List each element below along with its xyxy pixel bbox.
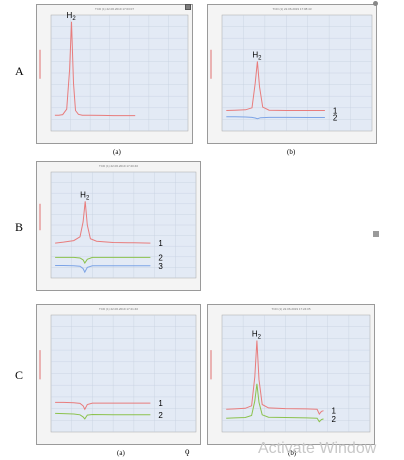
series-line-2 (55, 412, 151, 420)
stray-mark: ǫ (185, 446, 190, 456)
peak-label: H2 (67, 11, 77, 22)
series-line-2 (55, 256, 151, 264)
chart-b: TCD (1) 22.06.2019 17:20:40 1 2 3 H2 (36, 161, 201, 291)
chart-a-b: TCD (1) 22.06.2019 17:08:43 1 2 H2 (207, 4, 377, 144)
corner-icon (185, 4, 191, 10)
peak-label: H2 (80, 190, 90, 201)
series-line-3 (55, 265, 151, 274)
series-line-2 (226, 383, 324, 423)
chart-header: TCD (1) 22.06.2019 17:20:40 (98, 164, 139, 168)
chart-header: TCD (1) 22.06.2019 17:21:40 (98, 307, 139, 311)
series-label: 3 (158, 262, 163, 271)
caption-c-b: (b) (288, 449, 297, 457)
series-line-1 (226, 61, 325, 111)
peak-label-subscript: 2 (86, 195, 90, 201)
series-line-1 (54, 21, 136, 117)
row-label-c: C (15, 368, 24, 382)
chart-c-a-plot: 12 (39, 314, 197, 433)
marker-icon (373, 231, 379, 237)
peak-label-subscript: 2 (72, 16, 76, 22)
series-label: 1 (158, 239, 163, 248)
series-label: 2 (331, 415, 336, 424)
peak-label-subscript: 2 (258, 55, 262, 61)
series-line-1 (55, 401, 151, 411)
activation-watermark: Activate Window (258, 440, 377, 457)
series-label: 2 (158, 411, 163, 420)
series-label: 1 (333, 107, 338, 116)
series-line-1 (55, 201, 151, 244)
chart-header: TCD (1) 22.06.2019 17:03:07 (94, 7, 135, 11)
caption-a-b: (b) (287, 148, 296, 156)
caption-a-a: (a) (113, 148, 121, 156)
chart-a-a: TCD (1) 22.06.2019 17:03:07 H2 (36, 4, 193, 144)
peak-label-subscript: 2 (258, 334, 262, 340)
chart-header: TCD (1) 22.06.2019 17:08:43 (272, 7, 312, 11)
series-label: 2 (333, 113, 338, 122)
series-label: 1 (158, 399, 163, 408)
peak-label: H2 (252, 329, 262, 340)
peak-label: H2 (252, 50, 262, 61)
series-line-1 (226, 340, 324, 416)
row-label-a: A (15, 64, 24, 78)
caption-c-a: (a) (117, 449, 125, 457)
series-line-2 (226, 116, 325, 120)
corner-icon (373, 1, 378, 6)
series-label: 1 (331, 407, 336, 416)
chart-a-a-plot: H2 (39, 11, 189, 132)
chart-c-b: TCD (1) 22.06.2019 17:24:05 1 2 H2 (207, 304, 375, 445)
series-label: 2 (158, 253, 163, 262)
chart-header: TCD (1) 22.06.2019 17:24:05 (271, 307, 311, 311)
row-label-b: B (15, 220, 24, 234)
